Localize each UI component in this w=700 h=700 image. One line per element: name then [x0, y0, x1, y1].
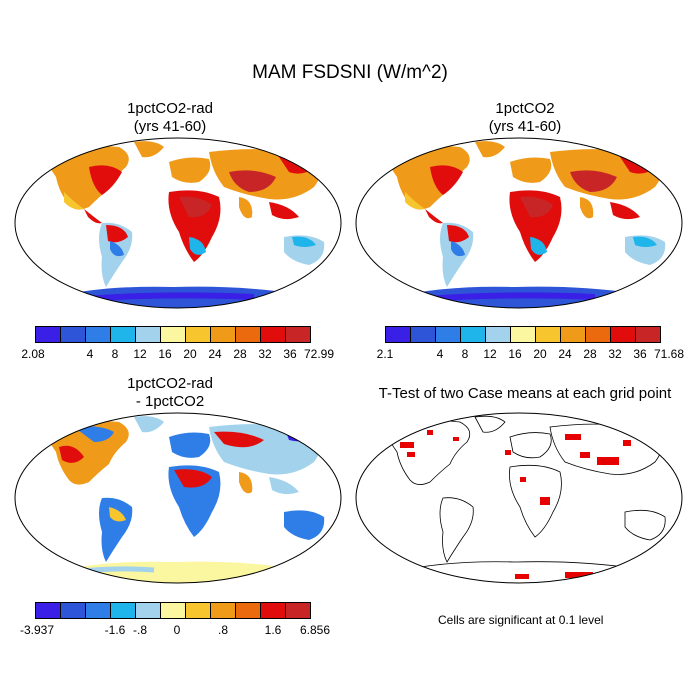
colorbar-1-cell	[160, 326, 186, 343]
map-panel-1	[14, 137, 342, 309]
colorbar-3-cell	[285, 602, 311, 619]
colorbar-3-cell	[185, 602, 211, 619]
colorbar-1-cell	[60, 326, 86, 343]
colorbar-3-label: 1.6	[264, 623, 282, 637]
colorbar-2-cell	[485, 326, 511, 343]
colorbar-2-cell	[385, 326, 411, 343]
colorbar-2-cell	[460, 326, 486, 343]
colorbar-1-label: 20	[183, 347, 197, 361]
colorbar-3-cell	[160, 602, 186, 619]
panel-2-title-line2: (yrs 41-60)	[488, 118, 562, 135]
colorbar-2-label: 71.68	[653, 347, 685, 361]
colorbar-3-cell	[60, 602, 86, 619]
panel-1-title: 1pctCO2-rad (yrs 41-60)	[10, 100, 330, 136]
panel-4-title-line1: T-Test of two Case means at each grid po…	[378, 385, 672, 402]
colorbar-3-label: 6.856	[299, 623, 331, 637]
colorbar-2-label: 24	[558, 347, 572, 361]
colorbar-2-cell	[610, 326, 636, 343]
colorbar-3-label: .8	[217, 623, 229, 637]
colorbar-3-cell	[235, 602, 261, 619]
colorbar-2-label: 2.1	[376, 347, 394, 361]
panel-4-title: T-Test of two Case means at each grid po…	[345, 385, 700, 403]
colorbar-panel-2: 2.1 4 8 12 16 20 24 28 32 36 71.68	[377, 326, 684, 366]
colorbar-3-cell	[110, 602, 136, 619]
colorbar-1-label: 28	[233, 347, 247, 361]
colorbar-2-label: 32	[608, 347, 622, 361]
panel-1-title-line1: 1pctCO2-rad	[127, 100, 213, 117]
colorbar-3-label: 0	[173, 623, 181, 637]
colorbar-2-label: 4	[436, 347, 444, 361]
figure-title: MAM FSDSNI (W/m^2)	[252, 62, 448, 83]
panel-2-title-line1: 1pctCO2	[495, 100, 555, 117]
colorbar-2-cell	[585, 326, 611, 343]
colorbar-3-cell	[260, 602, 286, 619]
colorbar-2-cell	[435, 326, 461, 343]
colorbar-panel-3: -3.937 -1.6 -.8 0 .8 1.6 6.856	[20, 602, 330, 642]
colorbar-1-label: 8	[111, 347, 119, 361]
colorbar-2-label: 8	[461, 347, 469, 361]
colorbar-2-label: 12	[483, 347, 497, 361]
panel-3-title-line2: - 1pctCO2	[135, 393, 205, 410]
colorbar-1-cell	[135, 326, 161, 343]
colorbar-1-label: 72.99	[303, 347, 335, 361]
colorbar-2-cell	[560, 326, 586, 343]
colorbar-3-cell	[210, 602, 236, 619]
colorbar-2-label: 20	[533, 347, 547, 361]
colorbar-3-label: -3.937	[19, 623, 55, 637]
colorbar-1-cell	[85, 326, 111, 343]
colorbar-1-label: 32	[258, 347, 272, 361]
colorbar-1-label: 36	[283, 347, 297, 361]
colorbar-3-cell	[85, 602, 111, 619]
significance-note: Cells are significant at 0.1 level	[438, 613, 604, 627]
colorbar-1-label: 24	[208, 347, 222, 361]
colorbar-3-cell	[35, 602, 61, 619]
colorbar-1-label: 16	[158, 347, 172, 361]
colorbar-2-cell	[510, 326, 536, 343]
colorbar-3-cell	[135, 602, 161, 619]
colorbar-1-label: 4	[86, 347, 94, 361]
colorbar-2-label: 36	[633, 347, 647, 361]
colorbar-2-label: 28	[583, 347, 597, 361]
colorbar-3-label: -.8	[132, 623, 148, 637]
map-panel-3	[14, 412, 342, 584]
colorbar-1-cell	[185, 326, 211, 343]
colorbar-1-cell	[35, 326, 61, 343]
colorbar-1-cell	[110, 326, 136, 343]
colorbar-3-label: -1.6	[104, 623, 126, 637]
map-panel-4	[355, 412, 683, 584]
map-panel-2	[355, 137, 683, 309]
colorbar-1-label: 2.08	[21, 347, 45, 361]
panel-2-title: 1pctCO2 (yrs 41-60)	[365, 100, 685, 136]
colorbar-1-cell	[235, 326, 261, 343]
colorbar-2-cell	[410, 326, 436, 343]
panel-3-title: 1pctCO2-rad - 1pctCO2	[10, 375, 330, 411]
panel-3-title-line1: 1pctCO2-rad	[127, 375, 213, 392]
colorbar-panel-1: 2.08 4 8 12 16 20 24 28 32 36 72.99	[21, 326, 334, 366]
colorbar-2-label: 16	[508, 347, 522, 361]
colorbar-1-cell	[285, 326, 311, 343]
colorbar-2-cell	[635, 326, 661, 343]
colorbar-2-cell	[535, 326, 561, 343]
colorbar-1-cell	[210, 326, 236, 343]
colorbar-1-cell	[260, 326, 286, 343]
panel-1-title-line2: (yrs 41-60)	[133, 118, 207, 135]
colorbar-1-label: 12	[133, 347, 147, 361]
